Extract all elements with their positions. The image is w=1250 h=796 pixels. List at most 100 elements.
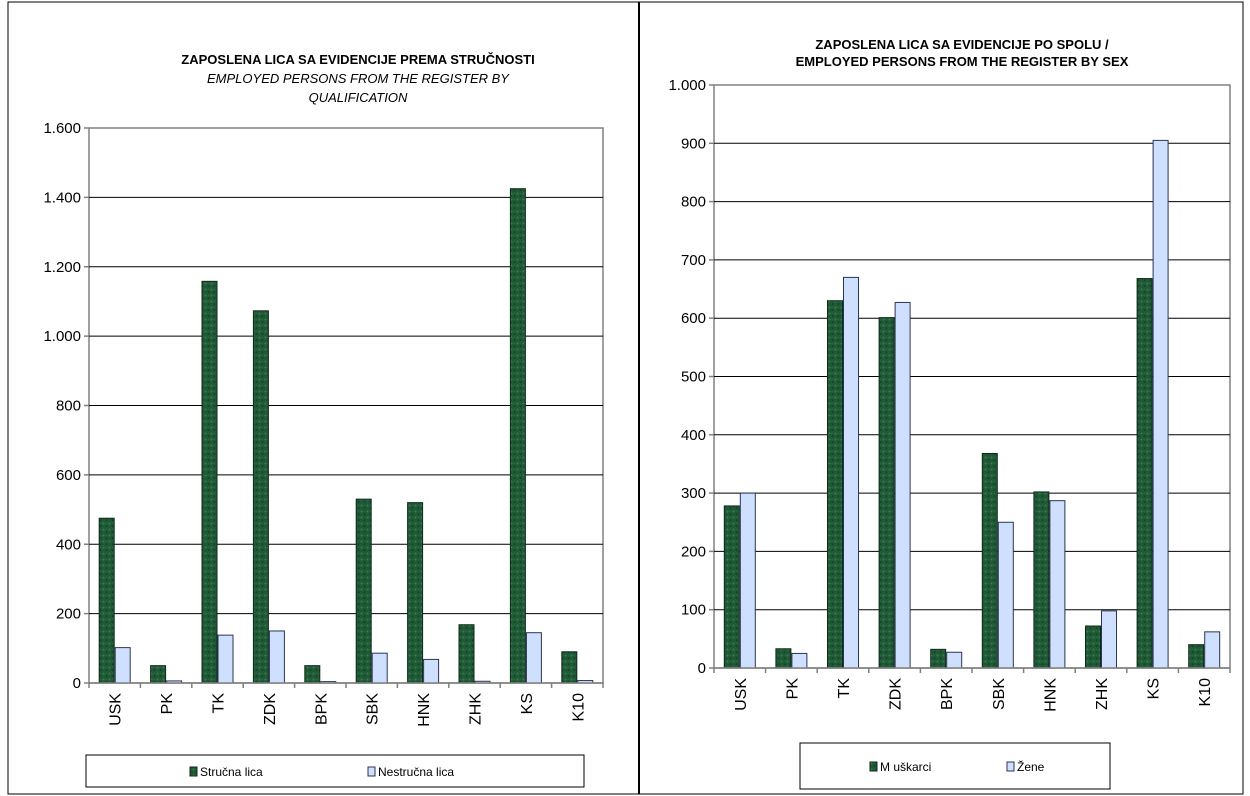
chart2-y-tick-label: 400 [681, 427, 706, 444]
chart1-y-tick-label: 800 [56, 398, 81, 415]
chart2-y-tick-label: 200 [681, 543, 706, 560]
chart1-legend-label-b: Nestručna lica [378, 765, 454, 779]
chart1-y-tick-label: 0 [73, 675, 81, 692]
outer-border [7, 1, 1244, 795]
chart2-y-tick-label: 700 [681, 252, 706, 269]
chart1-bar-b [217, 634, 234, 684]
chart2-y-tick-label: 1.000 [668, 77, 706, 94]
chart2-x-tick-label: KS [1146, 678, 1163, 699]
chart2-legend: M uškarci Žene [799, 742, 1111, 790]
chart2-bar-a [1033, 491, 1050, 669]
chart2-y-axis: 0 100 200 300 400 500 600 700 800 900 1.000 [668, 77, 714, 677]
chart1-x-tick-label: PK [159, 693, 176, 715]
chart2-bar-b [997, 521, 1014, 669]
chart1-x-tick-label: HNK [416, 693, 433, 727]
chart2-bar-a [878, 317, 895, 669]
chart1-x-tick-label: KS [519, 693, 536, 714]
chart1-y-tick-label: 400 [56, 536, 81, 553]
chart1-bar-b [371, 652, 388, 684]
chart1-y-tick-label: 200 [56, 606, 81, 623]
chart2-x-tick-label: HNK [1042, 678, 1059, 712]
chart1-bar-a [201, 280, 218, 684]
chart2-y-tick-label: 500 [681, 369, 706, 386]
chart1-legend-swatch-b [367, 766, 376, 777]
chart1-y-tick-label: 600 [56, 467, 81, 484]
chart1-bar-a [509, 188, 526, 684]
chart2-x-axis: USK PK TK ZDK BPK SBK HNK ZHK KS K10 [713, 667, 1231, 712]
chart1-bar-b [114, 647, 131, 684]
chart1-title-line2: EMPLOYED PERSONS FROM THE REGISTER BY [207, 71, 510, 86]
chart2-bar-b [894, 301, 911, 669]
chart2-legend-box [799, 742, 1111, 790]
chart1-x-tick-label: USK [108, 693, 125, 726]
chart1-bar-a [458, 624, 475, 684]
chart1-bar-b [525, 632, 542, 684]
chart1-bar-a [150, 665, 167, 684]
chart2-y-tick-label: 600 [681, 310, 706, 327]
chart1-bar-a [304, 665, 321, 684]
chart1-bar-a [407, 502, 424, 684]
chart2-bar-a [981, 452, 998, 669]
chart2-bar-a [1085, 625, 1101, 669]
chart2-bar-b [843, 276, 859, 669]
chart1-y-axis: 0 200 400 600 800 1.000 1.200 1.400 1.600 [43, 120, 89, 692]
chart2-bar-b [1204, 631, 1221, 669]
chart1-y-tick-label: 1.200 [43, 259, 81, 276]
chart2-x-tick-label: USK [733, 678, 750, 711]
chart1-y-tick-label: 1.600 [43, 120, 81, 137]
chart1-legend-box [85, 754, 585, 788]
chart2-x-tick-label: PK [784, 678, 801, 700]
chart1-x-axis: USK PK TK ZDK BPK SBK HNK ZHK KS K10 [88, 682, 604, 727]
chart2-title-line2: EMPLOYED PERSONS FROM THE REGISTER BY SE… [796, 54, 1129, 69]
chart1-x-tick-label: BPK [313, 693, 330, 725]
chart2-bar-b [1101, 610, 1117, 669]
chart1-x-tick-label: K10 [570, 693, 587, 722]
chart2-bar-a [930, 648, 947, 669]
chart1-title-line1: ZAPOSLENA LICA SA EVIDENCIJE PREMA STRUČ… [181, 52, 534, 67]
chart2-x-tick-label: BPK [939, 678, 956, 710]
chart1-x-tick-label: SBK [365, 693, 382, 725]
chart2-x-tick-label: K10 [1197, 678, 1214, 707]
chart2-bar-b [739, 492, 756, 669]
chart1-bar-a [252, 310, 269, 684]
chart1-legend: Stručna lica Nestručna lica [85, 754, 585, 788]
chart1-bars [98, 188, 594, 684]
chart-qualification: ZAPOSLENA LICA SA EVIDENCIJE PREMA STRUČ… [43, 52, 604, 788]
chart2-x-tick-label: ZDK [888, 678, 905, 710]
chart2-legend-swatch-a [869, 761, 878, 772]
chart1-legend-swatch-a [189, 766, 198, 777]
chart2-bar-b [791, 652, 808, 669]
chart2-y-tick-label: 300 [681, 485, 706, 502]
chart2-y-tick-label: 900 [681, 135, 706, 152]
chart2-bar-a [1136, 278, 1153, 669]
chart2-x-tick-label: TK [836, 678, 853, 699]
chart2-x-tick-label: ZHK [1094, 678, 1111, 710]
chart2-bar-b [1049, 500, 1066, 669]
chart1-bar-a [98, 517, 115, 684]
chart2-bar-a [775, 648, 792, 669]
chart2-legend-label-b: Žene [1017, 759, 1045, 774]
chart2-bar-a [723, 505, 740, 669]
chart1-x-tick-label: ZHK [468, 693, 485, 725]
chart1-x-tick-label: TK [211, 693, 228, 714]
chart2-title-line1: ZAPOSLENA LICA SA EVIDENCIJE PO SPOLU / [815, 37, 1109, 52]
chart2-y-tick-label: 100 [681, 602, 706, 619]
chart2-bar-b [1152, 139, 1169, 669]
chart1-title-line3: QUALIFICATION [309, 90, 408, 105]
chart1-bar-a [355, 498, 372, 684]
chart2-y-tick-label: 800 [681, 194, 706, 211]
chart2-bar-b [946, 651, 963, 669]
chart1-bar-a [561, 651, 578, 684]
chart2-bar-a [827, 300, 843, 669]
chart1-x-tick-label: ZDK [262, 693, 279, 725]
chart1-bar-b [268, 630, 285, 684]
chart1-y-tick-label: 1.000 [43, 328, 81, 345]
chart2-bars [723, 139, 1221, 669]
chart2-x-tick-label: SBK [991, 678, 1008, 710]
chart-sex: ZAPOSLENA LICA SA EVIDENCIJE PO SPOLU / … [668, 37, 1231, 790]
chart1-legend-label-a: Stručna lica [200, 765, 263, 779]
chart2-y-tick-label: 0 [698, 660, 706, 677]
chart2-bar-a [1188, 644, 1205, 669]
chart2-legend-swatch-b [1006, 761, 1015, 772]
